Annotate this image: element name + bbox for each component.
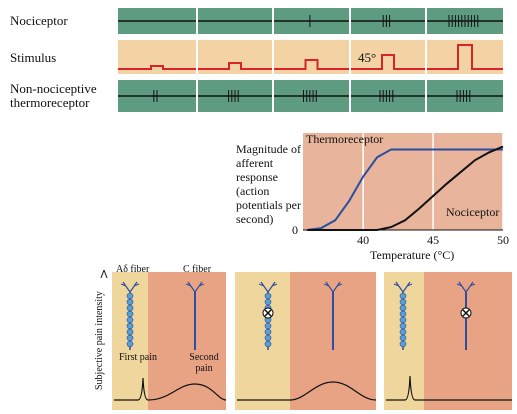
pain-axis-arrow — [101, 270, 107, 278]
myelin — [400, 293, 406, 299]
myelin — [127, 317, 133, 323]
graph-y-label: Magnitude of afferent response (action p… — [236, 142, 302, 226]
x-tick-label: 40 — [357, 233, 369, 247]
myelin — [127, 299, 133, 305]
row-label: Non-nociceptive thermoreceptor — [10, 82, 110, 110]
myelin — [265, 299, 271, 305]
myelin — [400, 317, 406, 323]
myelin — [127, 305, 133, 311]
myelin — [400, 329, 406, 335]
myelin — [400, 323, 406, 329]
fast-zone — [235, 272, 290, 410]
x-tick-label: 45 — [427, 233, 439, 247]
row-label: Nociceptor — [10, 14, 68, 28]
myelin — [127, 311, 133, 317]
slow-zone — [148, 272, 226, 410]
pain-label: Second pain — [182, 352, 226, 374]
myelin — [265, 341, 271, 347]
myelin — [400, 311, 406, 317]
myelin — [265, 335, 271, 341]
myelin — [127, 329, 133, 335]
x-tick-label: 50 — [497, 233, 509, 247]
myelin — [400, 305, 406, 311]
myelin — [400, 341, 406, 347]
graph-x-label: Temperature (°C) — [370, 248, 454, 262]
pain-label: First pain — [118, 352, 158, 363]
myelin — [400, 299, 406, 305]
myelin — [127, 341, 133, 347]
fiber-label: Aδ fiber — [116, 263, 149, 277]
fiber-label: C fiber — [183, 263, 211, 277]
myelin — [265, 323, 271, 329]
row-label: Stimulus — [10, 51, 56, 65]
myelin — [400, 335, 406, 341]
myelin — [265, 293, 271, 299]
annotation: 45° — [358, 51, 376, 65]
curve-label: Nociceptor — [446, 205, 499, 219]
myelin — [127, 293, 133, 299]
figure: 4045500ThermoreceptorNociceptor Nocicept… — [0, 0, 517, 414]
curve-label: Thermoreceptor — [306, 132, 383, 146]
myelin — [127, 335, 133, 341]
slow-zone — [424, 272, 512, 410]
myelin — [127, 323, 133, 329]
myelin — [265, 329, 271, 335]
pain-axis-label: Subjective pain intensity — [93, 290, 107, 390]
